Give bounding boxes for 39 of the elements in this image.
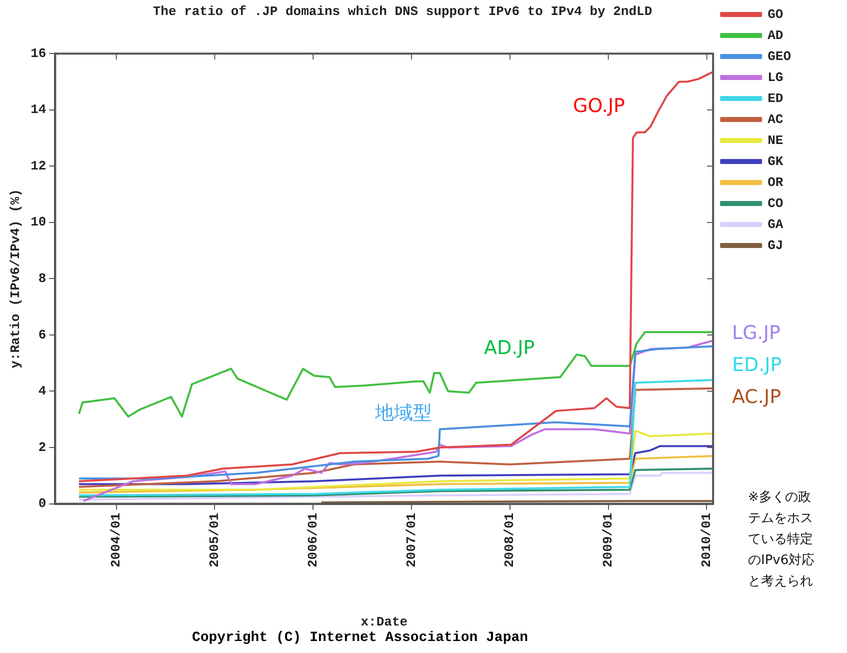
text: Copyright (C) Internet Association Japan: [190, 630, 530, 646]
legend-label: GJ: [768, 238, 784, 253]
y-axis-title: y:Ratio (IPv6/IPv4) (%): [8, 188, 24, 368]
legend-label: OR: [768, 174, 784, 190]
x-tick-label: 2004/01: [108, 512, 124, 568]
y-tick-label: 0: [38, 496, 46, 512]
legend-label: NE: [768, 132, 784, 148]
x-tick-label: 2010/01: [699, 512, 714, 568]
text: ※多くの政テムをホスている特定のIPv6対応と考えられ: [748, 489, 816, 591]
text: LG.JP: [732, 322, 780, 344]
x-tick-label: 2006/01: [305, 512, 320, 568]
y-tick-label: 14: [30, 102, 46, 118]
x-tick-label: 2005/01: [206, 512, 222, 568]
y-tick-label: 12: [30, 158, 46, 174]
y-tick-label: 8: [38, 270, 46, 286]
legend-label: GEO: [768, 48, 792, 64]
x-tick-label: 2009/01: [600, 512, 616, 568]
legend-label: GO: [768, 6, 784, 22]
legend-label: AD: [768, 28, 784, 43]
annotation: 地域型: [375, 401, 432, 426]
legend-label: AC: [768, 112, 784, 127]
annotation: AD.JP: [484, 337, 535, 359]
y-tick-label: 2: [38, 440, 46, 455]
chart-title: The ratio of .JP domains which DNS support IPv6 to IPv4 by 2ndLD: [152, 4, 652, 20]
x-tick-label: 2007/01: [404, 512, 419, 568]
x-tick-label: 2008/01: [502, 512, 518, 568]
legend-label: LG: [768, 70, 784, 85]
text: ED.JP: [732, 354, 782, 376]
y-tick-label: 10: [30, 214, 46, 230]
y-tick-label: 6: [38, 327, 46, 342]
text: AC.JP: [732, 386, 782, 408]
y-tick-label: 16: [30, 46, 46, 61]
legend-label: GK: [768, 154, 784, 169]
legend-label: CO: [768, 196, 784, 211]
legend-label: GA: [768, 216, 784, 232]
legend-label: ED: [768, 90, 784, 106]
x-axis-title: x:Date: [360, 614, 408, 630]
y-tick-label: 4: [38, 384, 46, 399]
annotation: GO.JP: [573, 95, 626, 117]
